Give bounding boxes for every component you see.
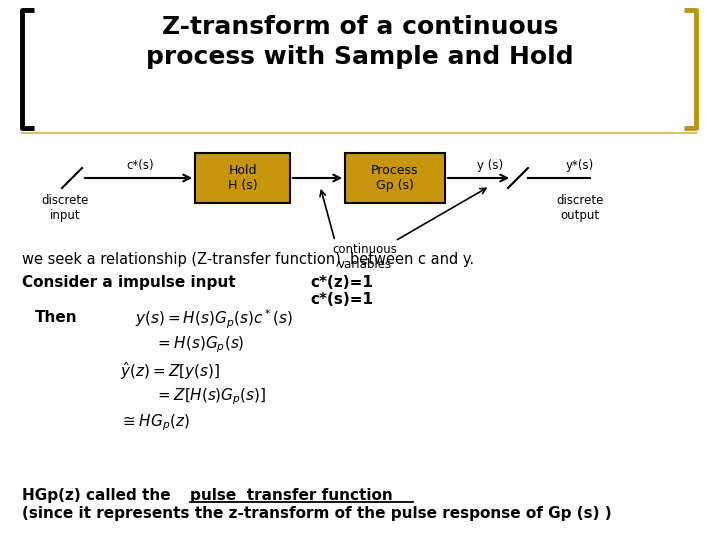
Text: (since it represents the z-transform of the pulse response of Gp (s) ): (since it represents the z-transform of … <box>22 506 611 521</box>
Text: c*(z)=1
c*(s)=1: c*(z)=1 c*(s)=1 <box>310 275 373 307</box>
Text: Hold
H (s): Hold H (s) <box>228 164 257 192</box>
Bar <box>345 153 445 203</box>
Text: continuous
variables: continuous variables <box>333 243 397 271</box>
Text: $= H(s)G_p(s)$: $= H(s)G_p(s)$ <box>155 334 245 355</box>
Text: y*(s): y*(s) <box>566 159 594 172</box>
Text: pulse  transfer function: pulse transfer function <box>190 488 392 503</box>
Text: HGp(z) called the: HGp(z) called the <box>22 488 176 503</box>
Text: $\cong HG_p(z)$: $\cong HG_p(z)$ <box>120 412 190 433</box>
Text: Then: Then <box>35 310 78 325</box>
Text: $= Z[H(s)G_p(s)]$: $= Z[H(s)G_p(s)]$ <box>155 386 266 407</box>
Bar <box>195 153 290 203</box>
Text: Consider a impulse input: Consider a impulse input <box>22 275 235 290</box>
Text: Process
Gp (s): Process Gp (s) <box>372 164 419 192</box>
Text: y (s): y (s) <box>477 159 503 172</box>
Text: discrete
output: discrete output <box>557 194 603 222</box>
Text: we seek a relationship (Z-transfer function)  between c and y.: we seek a relationship (Z-transfer funct… <box>22 252 474 267</box>
Text: $y(s) = H(s)G_p(s)c^*(s)$: $y(s) = H(s)G_p(s)c^*(s)$ <box>135 308 293 332</box>
Text: c*(s): c*(s) <box>126 159 154 172</box>
Text: discrete
input: discrete input <box>41 194 89 222</box>
Text: $\hat{y}(z) = Z[y(s)]$: $\hat{y}(z) = Z[y(s)]$ <box>120 360 220 382</box>
Text: Z-transform of a continuous
process with Sample and Hold: Z-transform of a continuous process with… <box>146 15 574 69</box>
